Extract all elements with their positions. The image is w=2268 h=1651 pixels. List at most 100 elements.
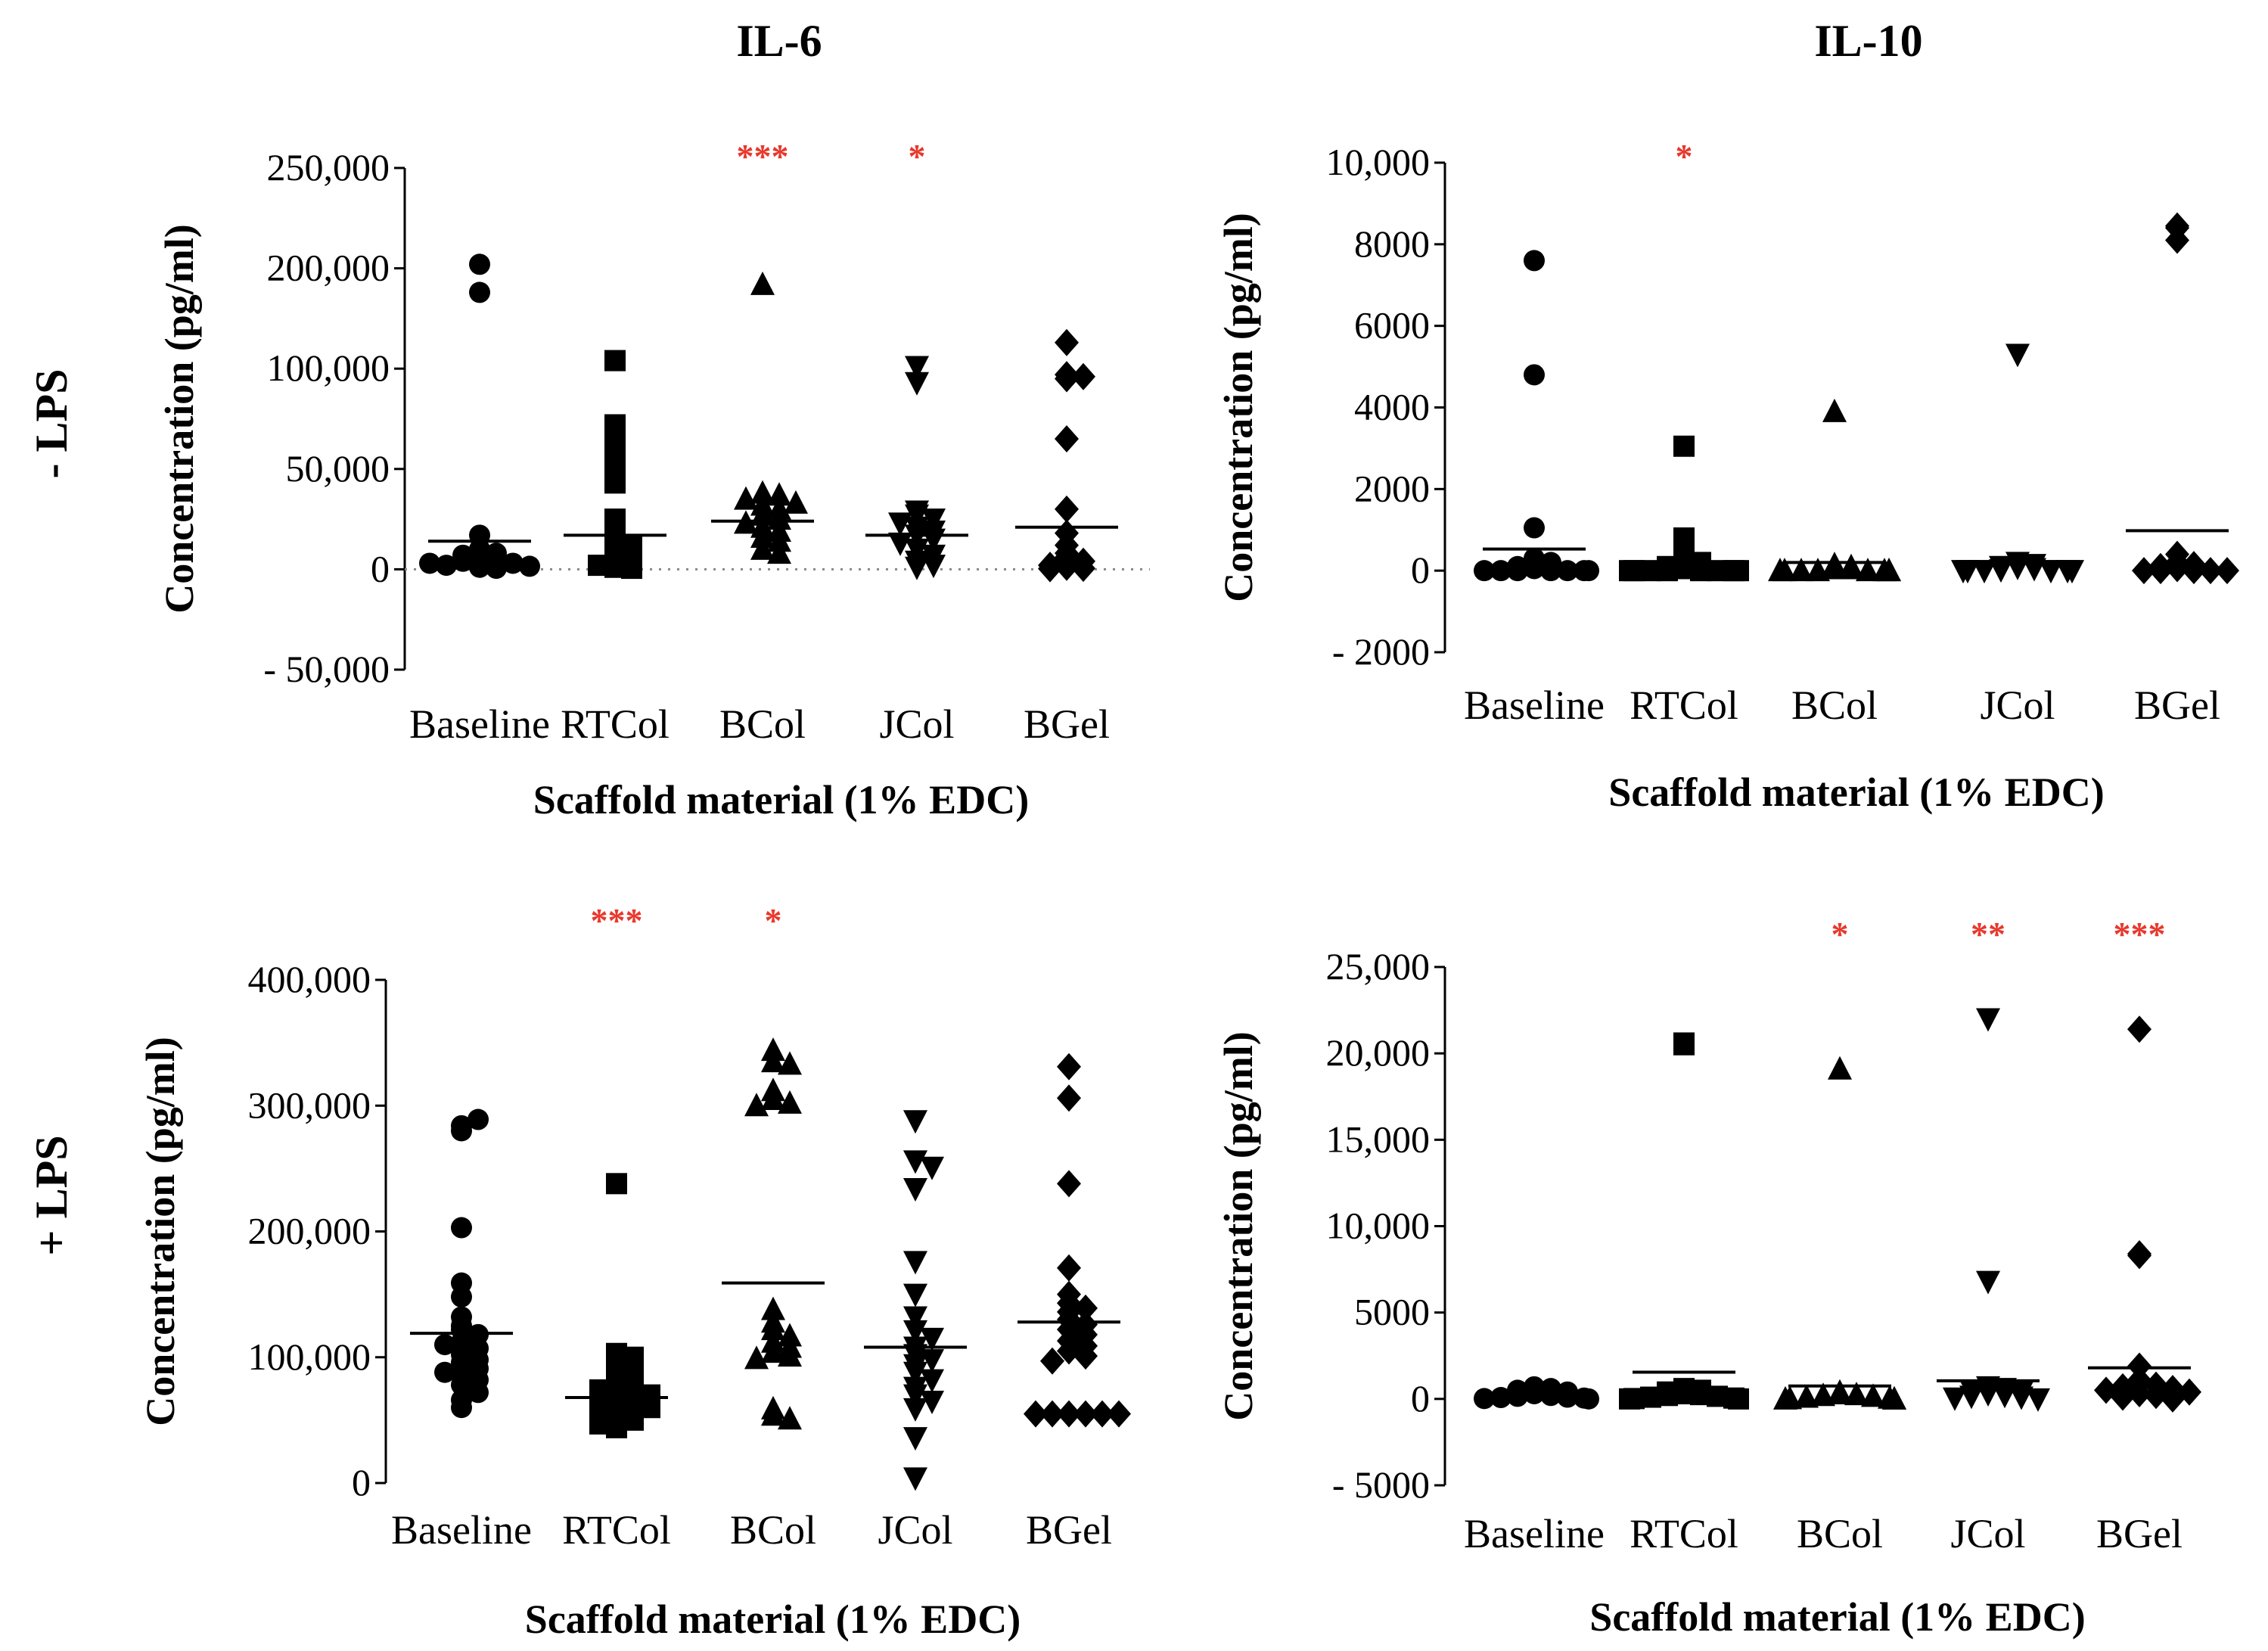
data-point — [1578, 560, 1599, 582]
data-point — [2127, 1379, 2151, 1407]
y-tick-label: 0 — [352, 1461, 371, 1503]
data-point — [920, 1369, 944, 1393]
data-point — [2198, 557, 2223, 585]
data-point — [1773, 1385, 1797, 1410]
data-point — [1524, 364, 1545, 386]
data-point — [2111, 1383, 2135, 1411]
data-point — [778, 1343, 802, 1367]
data-point — [1055, 495, 1079, 523]
y-tick-label: 5000 — [1354, 1291, 1430, 1333]
data-point — [451, 1374, 472, 1396]
y-tick-label: 0 — [371, 547, 390, 589]
data-point — [419, 552, 440, 574]
data-point — [1993, 1385, 2017, 1409]
y-tick-label: 2000 — [1354, 467, 1430, 509]
y-tick-label: 6000 — [1354, 304, 1430, 347]
y-tick-label: 200,000 — [248, 1210, 371, 1252]
data-point — [888, 512, 912, 536]
y-tick-label: 15,000 — [1326, 1118, 1431, 1160]
data-point — [436, 555, 457, 577]
category-label-rtcol: RTCol — [562, 1507, 671, 1553]
data-point — [2060, 560, 2084, 584]
data-point — [468, 1349, 489, 1371]
data-point — [1557, 560, 1578, 582]
data-point — [1951, 560, 1975, 584]
data-point — [1073, 1342, 1098, 1370]
data-point — [1673, 527, 1695, 549]
data-point — [1524, 558, 1545, 580]
significance-marker: * — [1676, 137, 1693, 176]
data-point — [920, 1327, 944, 1351]
data-point — [621, 558, 642, 580]
data-point — [761, 1049, 785, 1073]
data-point — [1976, 1008, 2000, 1032]
data-point — [1038, 555, 1062, 583]
data-point — [1055, 425, 1079, 453]
data-point — [2161, 1385, 2185, 1413]
data-point — [1524, 250, 1545, 272]
data-point — [1057, 1337, 1081, 1365]
category-label-jcol: JCol — [1950, 1511, 2025, 1556]
y-axis-title: Concentration (pg/ml) — [1216, 1031, 1261, 1420]
data-point — [767, 482, 791, 506]
data-point — [1474, 1388, 1495, 1410]
y-axis-title: Concentration (pg/ml) — [157, 224, 202, 613]
panel-il10-minus-lps: - 2000 0 2000 4000 6000 8000 10,000 Concentrati… — [1216, 137, 2239, 815]
category-label-bgel: BGel — [2096, 1511, 2183, 1556]
data-point — [451, 1397, 472, 1419]
data-point — [452, 544, 474, 566]
category-label-bcol: BCol — [730, 1507, 816, 1553]
data-point — [604, 350, 626, 372]
category-label-jcol: JCol — [878, 1507, 952, 1553]
data-point — [1828, 1056, 1852, 1080]
data-point — [761, 1317, 785, 1341]
x-axis-title: Scaffold material (1% EDC) — [525, 1597, 1021, 1642]
data-point — [1789, 558, 1813, 582]
category-label-bcol: BCol — [1797, 1511, 1883, 1556]
data-point — [1524, 517, 1545, 539]
data-point — [1794, 1384, 1819, 1408]
data-point — [1822, 555, 1847, 580]
data-point — [1844, 1382, 1869, 1406]
data-point — [905, 356, 929, 380]
y-tick-label: 0 — [1411, 1377, 1430, 1419]
data-point — [921, 555, 946, 579]
data-point — [502, 552, 524, 574]
data-point — [1090, 1400, 1114, 1428]
row-label-plus-lps: + LPS — [26, 1135, 76, 1255]
data-point — [1073, 1400, 1098, 1428]
data-point — [903, 1384, 927, 1408]
category-label-rtcol: RTCol — [1630, 1511, 1738, 1556]
data-point — [2127, 1352, 2151, 1380]
y-tick-label: 300,000 — [248, 1084, 371, 1126]
data-point — [2022, 558, 2046, 582]
data-point — [903, 1361, 927, 1385]
data-point — [1057, 1400, 1081, 1428]
data-point — [1673, 435, 1695, 457]
data-point — [1071, 362, 1095, 390]
data-point — [451, 1217, 472, 1239]
data-point — [1943, 1387, 1967, 1411]
data-point — [921, 508, 946, 533]
data-point — [1839, 555, 1863, 580]
y-tick-label: - 5000 — [1332, 1463, 1430, 1506]
category-label-baseline: Baseline — [1464, 682, 1605, 728]
data-point — [606, 1173, 627, 1195]
data-point — [1768, 558, 1792, 582]
x-axis-title: Scaffold material (1% EDC) — [1589, 1594, 2085, 1640]
data-point — [1540, 560, 1561, 582]
data-point — [750, 480, 775, 504]
category-label-jcol: JCol — [1980, 682, 2055, 728]
panel-il10-plus-lps: - 5000 0 5000 10,000 15,000 20,000 25,000 Conce… — [1216, 915, 2201, 1640]
data-point — [1673, 1034, 1695, 1056]
data-point — [2127, 1240, 2151, 1268]
data-point — [1806, 558, 1830, 582]
data-point — [434, 1334, 455, 1356]
panel-il6-minus-lps: - 50,000 0 50,000 100,000 200,000 250,000 Conc… — [157, 137, 1150, 822]
data-point — [1507, 560, 1528, 582]
category-label-bgel: BGel — [1024, 701, 1110, 747]
data-point — [761, 1339, 785, 1363]
data-point — [2009, 1386, 2033, 1410]
col-title-il10: IL-10 — [1814, 16, 1922, 66]
y-tick-label: 200,000 — [267, 247, 390, 289]
